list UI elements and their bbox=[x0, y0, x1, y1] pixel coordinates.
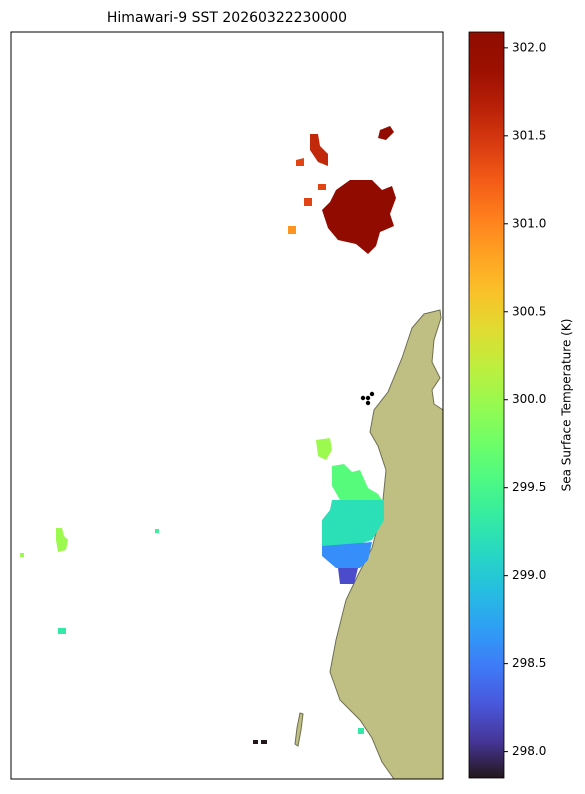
colorbar-tick-label: 300.5 bbox=[512, 304, 546, 318]
sst-patch bbox=[378, 126, 394, 140]
colorbar-tick-label: 298.5 bbox=[512, 656, 546, 670]
sst-patch bbox=[296, 158, 326, 206]
station-dot bbox=[365, 395, 371, 401]
station-dot bbox=[360, 395, 366, 401]
colorbar-ticks: 298.0 298.5 299.0 299.5 300.0 300.5 301.0 301.5… bbox=[504, 40, 546, 758]
colorbar-tick-label: 299.0 bbox=[512, 568, 546, 582]
sst-patch bbox=[322, 542, 372, 568]
sst-patch bbox=[322, 180, 396, 254]
colorbar-tick-label: 301.0 bbox=[512, 216, 546, 230]
sst-patch bbox=[310, 134, 328, 166]
sst-patch bbox=[358, 728, 364, 734]
map-title: Himawari-9 SST 20260322230000 bbox=[107, 10, 347, 26]
island bbox=[294, 712, 304, 747]
colorbar-label: Sea Surface Temperature (K) bbox=[560, 319, 574, 492]
station-dot bbox=[365, 400, 371, 406]
sst-patch bbox=[56, 528, 68, 552]
colorbar-tick-label: 298.0 bbox=[512, 744, 546, 758]
sst-layer bbox=[20, 126, 396, 744]
sst-patch bbox=[338, 568, 358, 584]
sst-patch bbox=[288, 226, 296, 234]
stations bbox=[360, 391, 375, 406]
sst-patch bbox=[58, 628, 66, 634]
colorbar-tick-label: 302.0 bbox=[512, 40, 546, 54]
land bbox=[329, 309, 443, 779]
sst-patch bbox=[20, 553, 24, 557]
map-frame bbox=[10, 31, 444, 780]
colorbar-tick-label: 300.0 bbox=[512, 392, 546, 406]
map-area bbox=[20, 126, 443, 779]
sst-patch bbox=[322, 500, 384, 548]
sst-patch bbox=[253, 740, 267, 744]
colorbar-tick-label: 301.5 bbox=[512, 128, 546, 142]
sst-patch bbox=[155, 529, 159, 533]
sst-patch bbox=[332, 464, 382, 504]
colorbar-tick-label: 299.5 bbox=[512, 480, 546, 494]
sst-patch bbox=[316, 438, 332, 460]
colorbar bbox=[468, 31, 505, 779]
station-dot bbox=[369, 391, 375, 397]
